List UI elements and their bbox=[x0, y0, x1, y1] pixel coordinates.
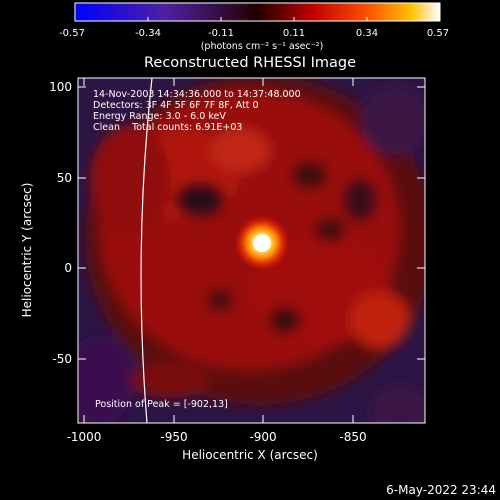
solar-limb-line bbox=[140, 78, 153, 423]
colorbar bbox=[74, 2, 441, 22]
footer-timestamp: 6-May-2022 23:44 bbox=[386, 483, 496, 497]
plot-frame bbox=[77, 77, 426, 424]
colorbar-unit-label: (photons cm⁻² s⁻¹ asec⁻²) bbox=[201, 41, 324, 52]
x-axis-label: Heliocentric X (arcsec) bbox=[182, 448, 318, 462]
colorbar-tick-label: 0.11 bbox=[283, 28, 305, 39]
x-tick-label: -900 bbox=[249, 430, 276, 444]
y-tick-label: 0 bbox=[64, 261, 72, 275]
solar-image bbox=[78, 78, 425, 423]
y-tick-label: -50 bbox=[52, 352, 72, 366]
y-tick-label: 100 bbox=[49, 80, 72, 94]
colorbar-tick-label: -0.57 bbox=[59, 28, 85, 39]
colorbar-ticks bbox=[74, 17, 441, 21]
colorbar-tick-label: -0.11 bbox=[208, 28, 234, 39]
info-line: Detectors: 3F 4F 5F 6F 7F 8F, Att 0 bbox=[93, 100, 259, 111]
y-axis-label: Heliocentric Y (arcsec) bbox=[20, 183, 34, 318]
info-line: 14-Nov-2003 14:34:36.000 to 14:37:48.000 bbox=[93, 89, 301, 100]
colorbar-tick-label: 0.57 bbox=[427, 28, 449, 39]
info-line: Energy Range: 3.0 - 6.0 keV bbox=[93, 111, 226, 122]
peak-position-text: Position of Peak = [-902,13] bbox=[95, 399, 228, 410]
colorbar-tick-label: -0.34 bbox=[135, 28, 161, 39]
plot-title: Reconstructed RHESSI Image bbox=[144, 55, 356, 71]
x-tick-label: -950 bbox=[160, 430, 187, 444]
info-line: Clean Total counts: 6.91E+03 bbox=[93, 122, 242, 133]
colorbar-tick-label: 0.34 bbox=[356, 28, 378, 39]
x-tick-label: -1000 bbox=[67, 430, 102, 444]
x-axis-ticks bbox=[83, 78, 354, 423]
y-axis-ticks bbox=[78, 86, 425, 360]
x-tick-label: -850 bbox=[339, 430, 366, 444]
y-tick-label: 50 bbox=[57, 171, 72, 185]
